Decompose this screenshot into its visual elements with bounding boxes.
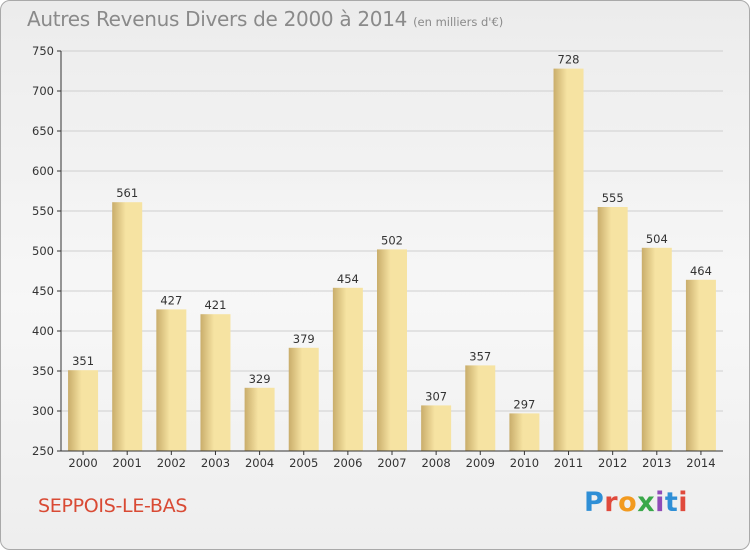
- x-tick-label: 2013: [642, 456, 671, 470]
- bar-value-label: 297: [513, 397, 535, 411]
- x-tick-label: 2002: [157, 456, 186, 470]
- proxiti-logo: Proxiti: [584, 487, 688, 518]
- bar-value-label: 454: [337, 272, 359, 286]
- x-tick-label: 2004: [245, 456, 274, 470]
- bar: [553, 68, 584, 451]
- bar: [200, 314, 231, 451]
- x-tick-label: 2003: [201, 456, 230, 470]
- bar-value-label: 728: [558, 53, 580, 67]
- y-tick-label: 500: [32, 244, 54, 258]
- y-tick-label: 650: [32, 124, 54, 138]
- bar-value-label: 307: [425, 389, 447, 403]
- y-tick-label: 450: [32, 284, 54, 298]
- bar: [685, 279, 716, 451]
- bar: [68, 370, 99, 451]
- y-tick-label: 350: [32, 364, 54, 378]
- bar: [112, 202, 143, 451]
- logo-letter: x: [637, 487, 656, 518]
- bars: [68, 68, 716, 451]
- logo-letter: r: [604, 487, 619, 518]
- x-tick-label: 2007: [377, 456, 406, 470]
- logo-letter: i: [678, 487, 689, 518]
- bar: [465, 365, 496, 451]
- bar: [332, 287, 363, 451]
- bar-value-label: 421: [204, 298, 226, 312]
- axes: [57, 50, 723, 455]
- bar: [288, 347, 319, 451]
- bar-value-label: 329: [249, 372, 271, 386]
- x-tick-label: 2014: [686, 456, 715, 470]
- bar-value-label: 351: [72, 354, 94, 368]
- bar: [509, 413, 540, 451]
- x-tick-label: 2010: [510, 456, 539, 470]
- x-tick-label: 2009: [466, 456, 495, 470]
- bar-value-label: 464: [690, 264, 712, 278]
- y-tick-label: 550: [32, 204, 54, 218]
- x-tick-label: 2000: [68, 456, 97, 470]
- bar: [156, 309, 187, 451]
- chart-subtitle: (en milliers d'€): [413, 15, 504, 29]
- y-tick-label: 600: [32, 164, 54, 178]
- bar-value-label: 504: [646, 232, 668, 246]
- bar: [244, 387, 275, 451]
- logo-letter: t: [664, 487, 679, 518]
- y-tick-label: 400: [32, 324, 54, 338]
- x-tick-label: 2006: [333, 456, 362, 470]
- bar-value-label: 357: [469, 349, 491, 363]
- x-tick-label: 2011: [554, 456, 583, 470]
- logo-letter: i: [655, 487, 665, 518]
- bar: [641, 247, 672, 451]
- x-tick-label: 2001: [113, 456, 142, 470]
- bar-value-label: 555: [602, 191, 624, 205]
- bar-value-label: 502: [381, 233, 403, 247]
- y-tick-label: 700: [32, 84, 54, 98]
- y-tick-label: 250: [32, 444, 54, 458]
- logo-letter: P: [584, 487, 605, 518]
- bar-value-label: 561: [116, 186, 138, 200]
- bar: [421, 405, 452, 451]
- x-tick-label: 2012: [598, 456, 627, 470]
- bar-value-label: 427: [160, 293, 182, 307]
- chart-title: Autres Revenus Divers de 2000 à 2014 (en …: [27, 7, 503, 31]
- commune-name: SEPPOIS-LE-BAS: [38, 495, 188, 517]
- bar-value-label: 379: [293, 332, 315, 346]
- chart-title-text: Autres Revenus Divers de 2000 à 2014: [27, 7, 408, 31]
- y-tick-label: 750: [32, 44, 54, 58]
- logo-letter: o: [618, 487, 638, 518]
- bar: [597, 207, 628, 451]
- labels: 250 300 350 400 450 500 550 600 650 700 750 351 2000…: [32, 44, 716, 470]
- bar: [377, 249, 407, 451]
- x-tick-label: 2005: [289, 456, 318, 470]
- x-tick-label: 2008: [421, 456, 450, 470]
- y-tick-label: 300: [32, 404, 54, 418]
